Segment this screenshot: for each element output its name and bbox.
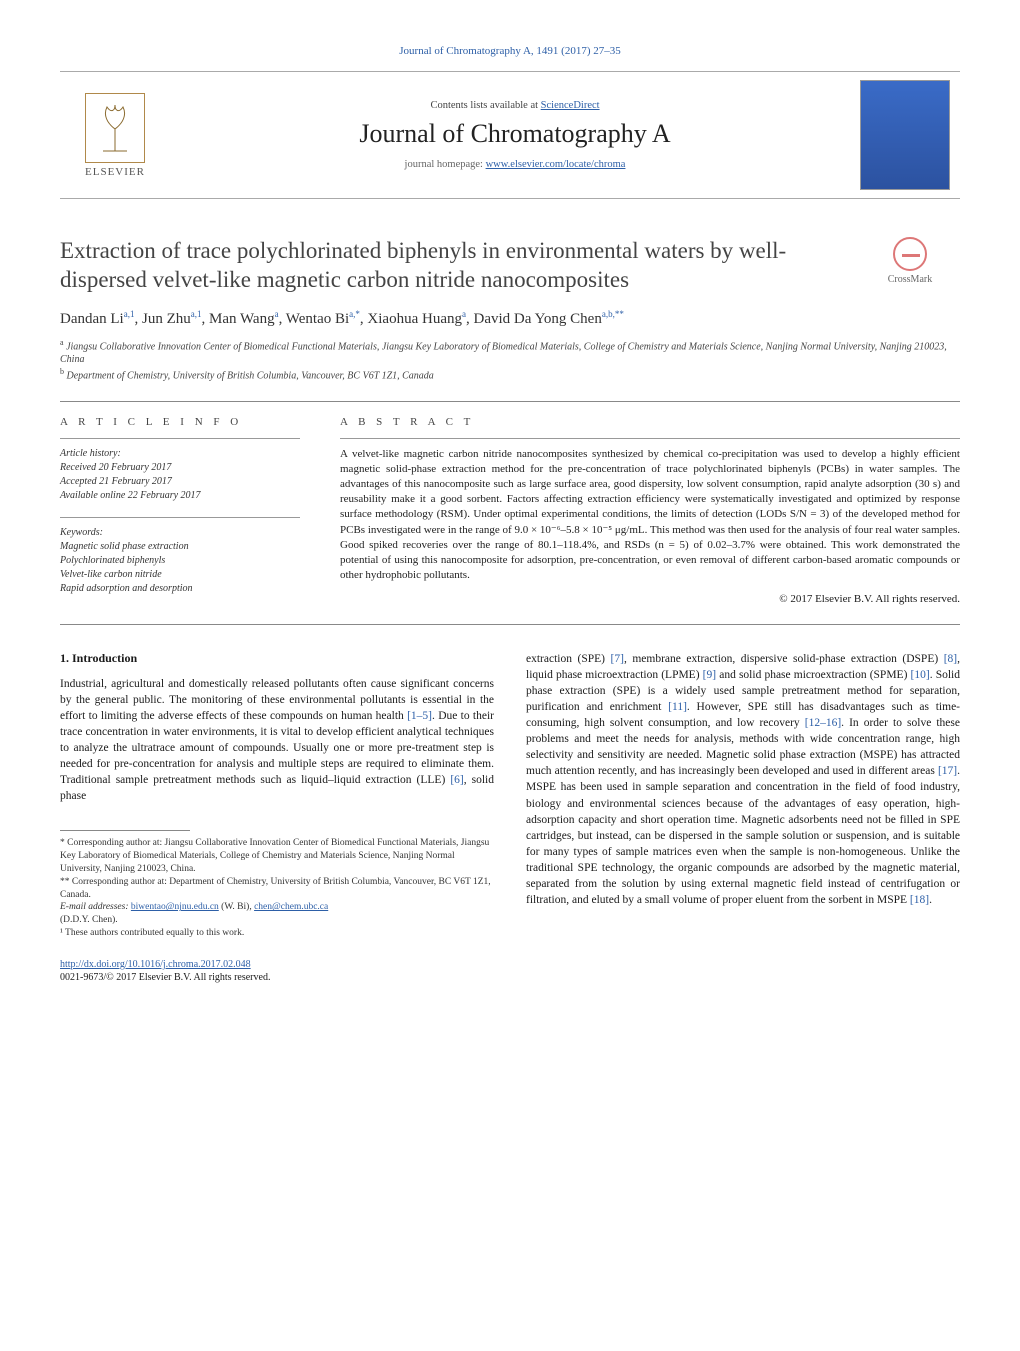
citation-link[interactable]: [8] [944,653,957,665]
issue-citation[interactable]: Journal of Chromatography A, 1491 (2017)… [60,45,960,57]
email-link[interactable]: chen@chem.ubc.ca [254,902,328,912]
divider [60,401,960,402]
journal-homepage: journal homepage: www.elsevier.com/locat… [184,159,846,170]
homepage-prefix: journal homepage: [405,159,486,170]
doi-block: http://dx.doi.org/10.1016/j.chroma.2017.… [60,958,494,985]
article-info-heading: A R T I C L E I N F O [60,416,300,428]
affiliation-b-text: Department of Chemistry, University of B… [67,370,434,381]
abstract-heading: A B S T R A C T [340,416,960,428]
contents-prefix: Contents lists available at [430,100,540,111]
affiliation-a: a Jiangsu Collaborative Innovation Cente… [60,338,960,367]
elsevier-tree-icon [85,93,145,163]
keywords-block: Keywords: Magnetic solid phase extractio… [60,526,300,596]
doi-link[interactable]: http://dx.doi.org/10.1016/j.chroma.2017.… [60,959,251,970]
homepage-link[interactable]: www.elsevier.com/locate/chroma [486,159,626,170]
author-list: Dandan Lia,1, Jun Zhua,1, Man Wanga, Wen… [60,309,960,328]
issn-line: 0021-9673/© 2017 Elsevier B.V. All right… [60,972,270,983]
article-title: Extraction of trace polychlorinated biph… [60,237,840,295]
history-received: Received 20 February 2017 [60,461,300,475]
sciencedirect-link[interactable]: ScienceDirect [541,100,600,111]
history-accepted: Accepted 21 February 2017 [60,475,300,489]
crossmark-badge[interactable]: CrossMark [860,237,960,295]
crossmark-icon [893,237,927,271]
publisher-name: ELSEVIER [85,166,145,178]
corresponding-note-2: ** Corresponding author at: Department o… [60,876,494,902]
body-paragraph: extraction (SPE) [7], membrane extractio… [526,651,960,909]
citation-link[interactable]: [11] [668,701,687,713]
body-paragraph: Industrial, agricultural and domesticall… [60,676,494,805]
journal-header: ELSEVIER Contents lists available at Sci… [60,71,960,199]
citation-link[interactable]: [12–16] [805,717,841,729]
affiliations: a Jiangsu Collaborative Innovation Cente… [60,338,960,383]
article-history: Article history: Received 20 February 20… [60,447,300,503]
keywords-label: Keywords: [60,526,300,540]
section-heading: 1. Introduction [60,651,494,666]
citation-link[interactable]: [6] [450,774,463,786]
footnote-rule [60,830,190,831]
history-label: Article history: [60,447,300,461]
crossmark-label: CrossMark [888,274,932,285]
citation-link[interactable]: [18] [910,894,929,906]
body-column-right: extraction (SPE) [7], membrane extractio… [526,651,960,985]
email-name: (D.D.Y. Chen). [60,915,118,925]
citation-link[interactable]: [9] [703,669,716,681]
affiliation-b: b Department of Chemistry, University of… [60,367,960,383]
history-online: Available online 22 February 2017 [60,489,300,503]
journal-name: Journal of Chromatography A [184,119,846,149]
abstract-text: A velvet-like magnetic carbon nitride na… [340,447,960,584]
keyword-item: Rapid adsorption and desorption [60,582,300,596]
divider [60,517,300,518]
email-label: E-mail addresses: [60,902,131,912]
divider [340,438,960,439]
email-name: (W. Bi), [219,902,254,912]
keyword-item: Magnetic solid phase extraction [60,540,300,554]
publisher-logo: ELSEVIER [60,93,170,178]
citation-link[interactable]: [1–5] [407,710,432,722]
affiliation-a-text: Jiangsu Collaborative Innovation Center … [60,341,947,366]
copyright-line: © 2017 Elsevier B.V. All rights reserved… [340,593,960,605]
contents-line: Contents lists available at ScienceDirec… [184,100,846,111]
citation-link[interactable]: [7] [611,653,624,665]
corresponding-note-1: * Corresponding author at: Jiangsu Colla… [60,837,494,875]
keyword-item: Polychlorinated biphenyls [60,554,300,568]
keyword-item: Velvet-like carbon nitride [60,568,300,582]
email-line: E-mail addresses: biwentao@njnu.edu.cn (… [60,901,494,927]
email-link[interactable]: biwentao@njnu.edu.cn [131,902,219,912]
citation-link[interactable]: [17] [938,765,957,777]
citation-link[interactable]: [10] [911,669,930,681]
divider [60,438,300,439]
journal-cover-thumbnail [860,80,950,190]
body-column-left: 1. Introduction Industrial, agricultural… [60,651,494,985]
divider [60,624,960,625]
footnotes: * Corresponding author at: Jiangsu Colla… [60,830,494,940]
equal-contrib-note: ¹ These authors contributed equally to t… [60,927,494,940]
